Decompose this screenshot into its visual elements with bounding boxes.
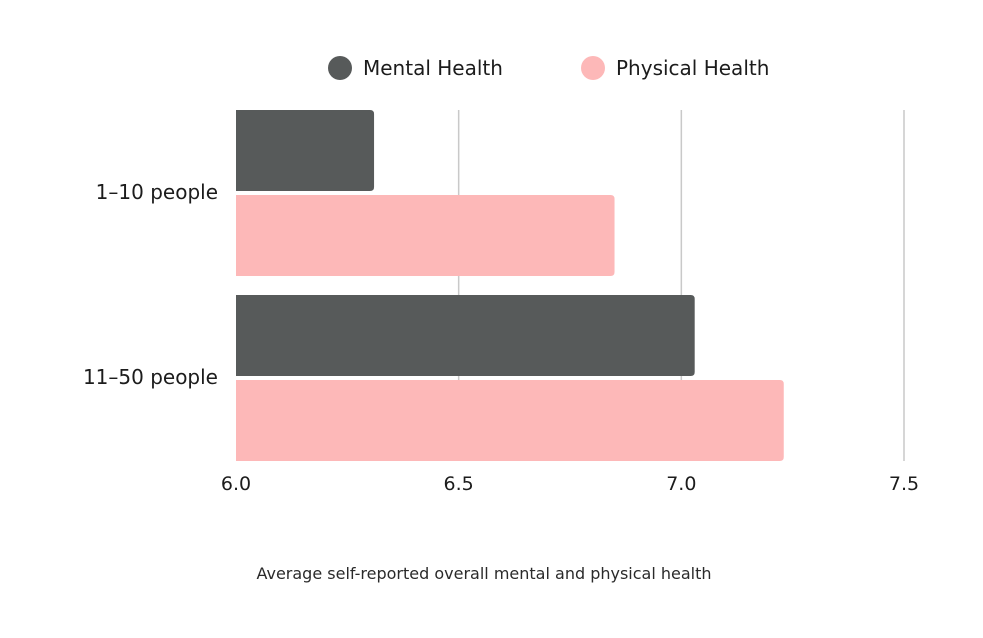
legend-label-mental-health: Mental Health — [363, 56, 503, 80]
bar-mental-health-1-10-people — [236, 110, 375, 191]
x-tick-label-6-0: 6.0 — [221, 473, 251, 495]
bar-physical-health-11-50-people — [236, 380, 784, 461]
legend-swatch-physical-health — [581, 56, 605, 80]
category-label-11-50-people: 11–50 people — [83, 365, 218, 389]
bar-physical-health-1-10-people — [236, 195, 615, 276]
x-tick-label-7-0: 7.0 — [666, 473, 696, 495]
x-tick-label-7-5: 7.5 — [889, 473, 919, 495]
x-tick-label-6-5: 6.5 — [444, 473, 474, 495]
x-axis-tick-labels: 6.0 6.5 7.0 7.5 — [221, 473, 919, 495]
x-axis-title: Average self-reported overall mental and… — [256, 564, 711, 583]
y-axis-labels: 1–10 people 11–50 people — [83, 180, 218, 389]
bar-mental-health-11-50-people — [236, 295, 695, 376]
legend-swatch-mental-health — [328, 56, 352, 80]
category-label-1-10-people: 1–10 people — [96, 180, 218, 204]
legend-label-physical-health: Physical Health — [616, 56, 769, 80]
bars — [236, 110, 784, 461]
legend: Mental Health Physical Health — [328, 56, 769, 80]
